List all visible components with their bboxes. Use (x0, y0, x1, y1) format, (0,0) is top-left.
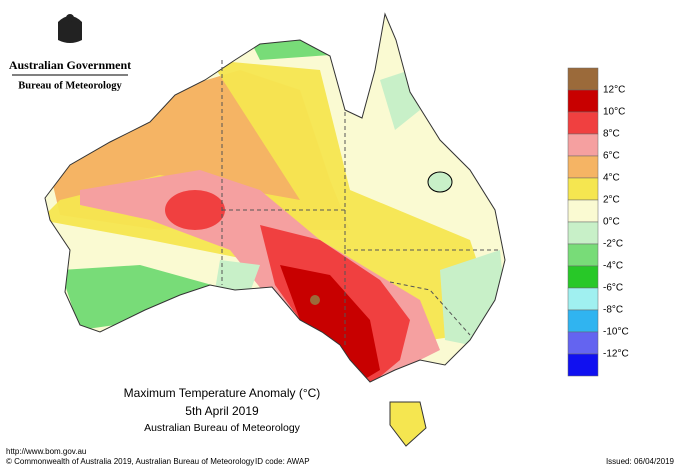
issued: Issued: 06/04/2019 (606, 457, 675, 466)
legend-swatch (567, 331, 599, 355)
legend-swatch (567, 177, 599, 201)
legend-swatch (567, 133, 599, 157)
legend-label: -6°C (603, 283, 623, 294)
legend-label: -10°C (603, 327, 629, 338)
map-date: 5th April 2019 (185, 404, 259, 418)
legend-swatch (567, 199, 599, 223)
legend-label: 6°C (603, 151, 620, 162)
legend-swatch (567, 265, 599, 289)
legend-label: -12°C (603, 349, 629, 360)
legend-swatch (567, 309, 599, 333)
state-borders (221, 60, 500, 345)
legend-swatch (567, 155, 599, 179)
tasmania (389, 401, 427, 447)
map-source: Australian Bureau of Meteorology (144, 422, 301, 434)
legend-label: -4°C (603, 261, 623, 272)
legend-swatch (567, 287, 599, 311)
legend: 12°C 10°C 8°C 6°C 4°C 2°C 0°C -2°C -4°C -6°C -8°C -… (567, 67, 629, 377)
map-title: Maximum Temperature Anomaly (°C) (124, 386, 321, 400)
legend-swatch (567, 111, 599, 135)
legend-label: 0°C (603, 217, 620, 228)
coastline (44, 12, 506, 383)
legend-label: 4°C (603, 173, 620, 184)
legend-swatch (567, 67, 599, 91)
url: http://www.bom.gov.au (6, 447, 86, 456)
legend-swatch (567, 353, 599, 377)
legend-label: 10°C (603, 107, 625, 118)
logo (58, 14, 82, 43)
legend-swatch (567, 89, 599, 113)
legend-label: -8°C (603, 305, 623, 316)
id-code: ID code: AWAP (255, 457, 310, 466)
copyright: © Commonwealth of Australia 2019, Austra… (6, 457, 254, 466)
legend-swatch (567, 221, 599, 245)
legend-swatch (567, 243, 599, 267)
agency: Bureau of Meteorology (18, 80, 122, 91)
government: Australian Government (9, 58, 131, 72)
legend-label: 12°C (603, 85, 625, 96)
legend-label: -2°C (603, 239, 623, 250)
legend-label: 2°C (603, 195, 620, 206)
legend-label: 8°C (603, 129, 620, 140)
